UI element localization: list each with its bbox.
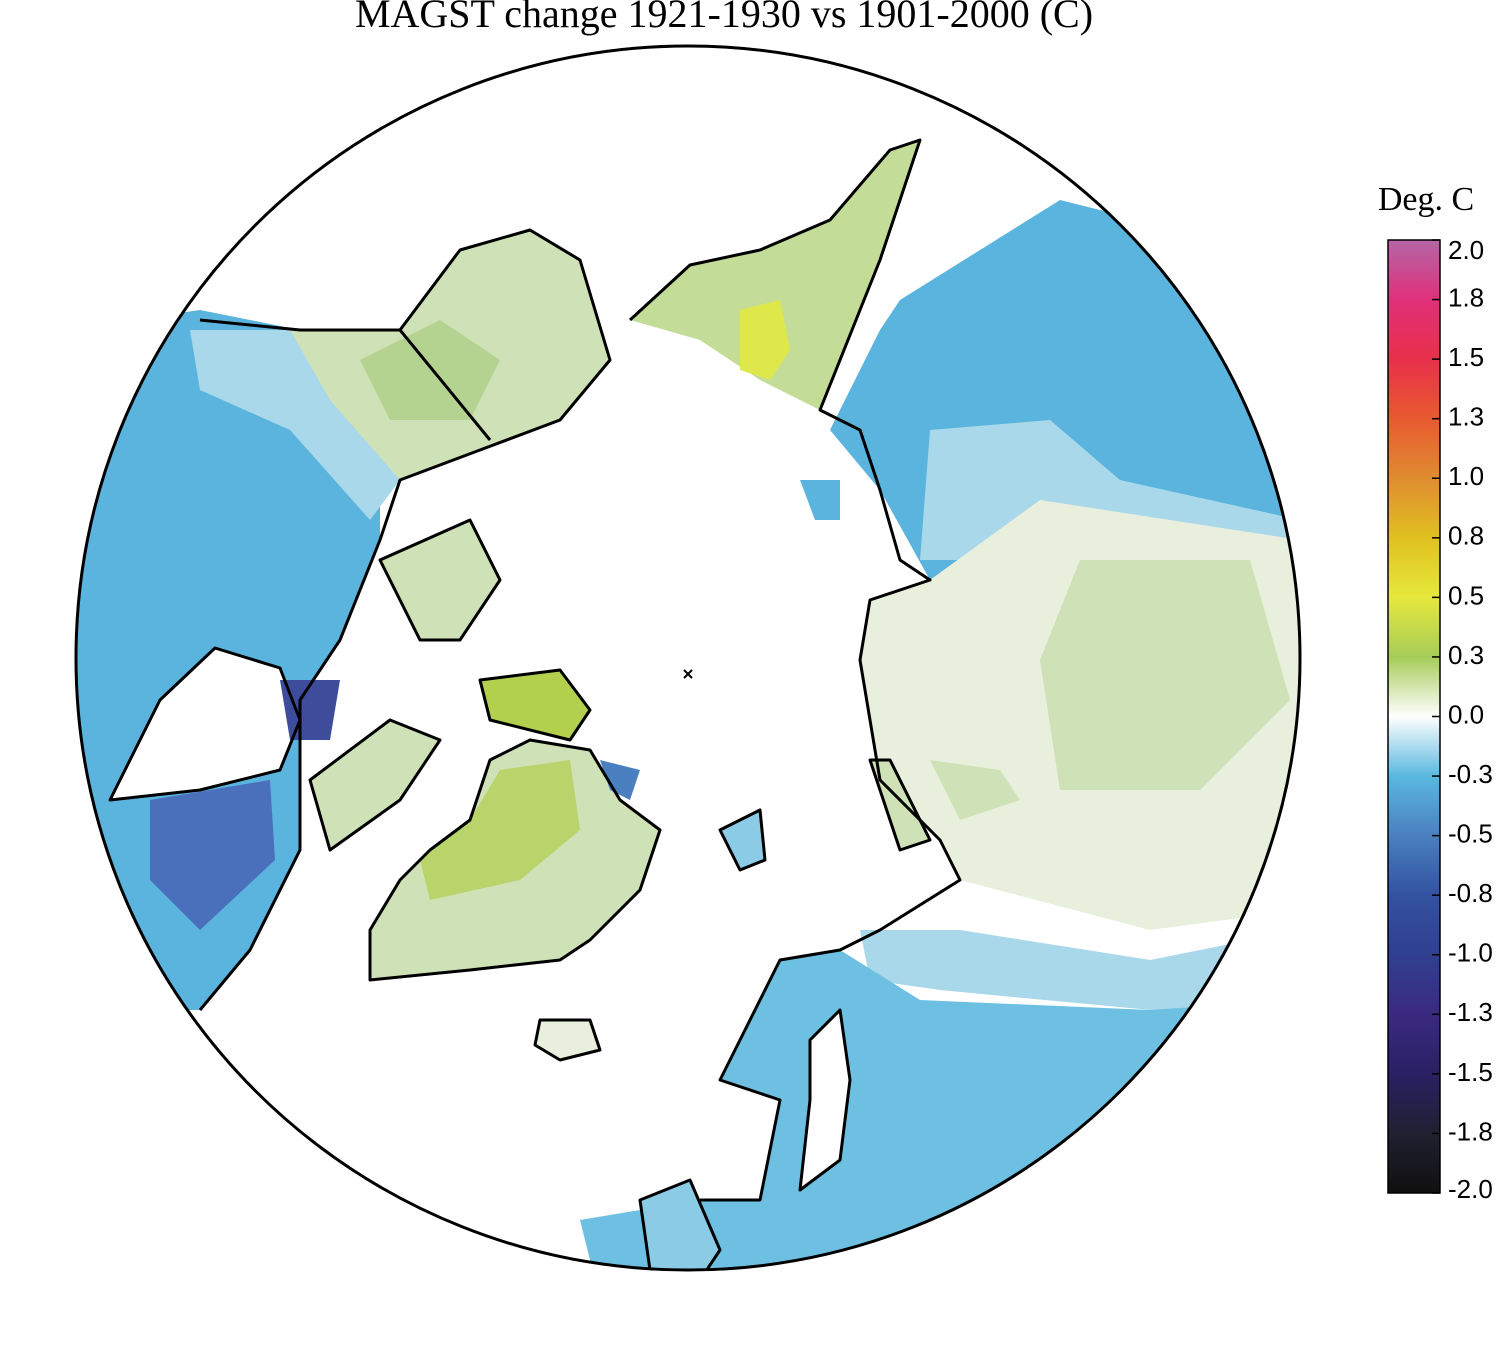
coastline [108,646,302,802]
alaska-core [360,320,500,420]
chukotka-core [740,300,790,380]
greenland-core [420,760,580,900]
polar-map [76,138,1300,1270]
coastline [718,808,767,872]
colorbar-tick-label: 0.3 [1448,640,1484,670]
chukotka [630,140,920,410]
hudson-dark [150,780,275,930]
coastline [533,1018,602,1062]
map-boundary [74,44,1302,1272]
hudson-bay [110,648,300,800]
coastline [378,518,502,642]
coastline [868,758,932,852]
colorbar-tick-label: 1.3 [1448,402,1484,432]
novaya-zemlya [870,760,930,850]
coastline [798,1008,852,1192]
colorbar-tick-label: -1.3 [1448,997,1493,1027]
colorbar-tick-label: 1.5 [1448,342,1484,372]
siberia-core [1040,560,1290,790]
border [398,329,492,441]
colorbar-tick-label: 1.0 [1448,461,1484,491]
colorbar-tick-label: 0.0 [1448,699,1484,729]
wrangel [800,480,840,520]
colorbar-tick-label: -1.0 [1448,938,1493,968]
colorbar-tick-label: -0.5 [1448,819,1493,849]
colorbar-tick-label: -2.0 [1448,1174,1493,1204]
coastline [198,228,612,1011]
colorbar-tick-label: 0.8 [1448,521,1484,551]
colorbar-tick-label: 0.5 [1448,580,1484,610]
canada-light [190,330,400,520]
europe-light [860,930,1300,1010]
taimyr [930,760,1020,820]
colorbar-tick-label: 1.8 [1448,282,1484,312]
coastline [628,138,962,1202]
colorbar-tick-label: -0.3 [1448,759,1493,789]
baffin [310,720,440,850]
archipelago [380,520,500,640]
ellesmere [480,670,590,740]
coastline [638,1178,722,1270]
coastline [478,668,592,742]
coastline [368,738,662,982]
baltic [800,1010,850,1190]
greenland-east [600,760,640,800]
coastline [308,718,442,852]
map-title: MAGST change 1921-1930 vs 1901-2000 (C) [355,0,1093,36]
colorbar-tick-label: -0.8 [1448,878,1493,908]
labrador-dark [280,680,340,740]
colorbar-label: Deg. C [1378,181,1474,218]
colorbar-tick-label: 2.0 [1448,235,1484,265]
colorbar-tick-label: -1.5 [1448,1057,1493,1087]
pole-marker [683,669,693,679]
iceland [535,1020,600,1060]
colorbar-tick-label: -1.8 [1448,1116,1493,1146]
